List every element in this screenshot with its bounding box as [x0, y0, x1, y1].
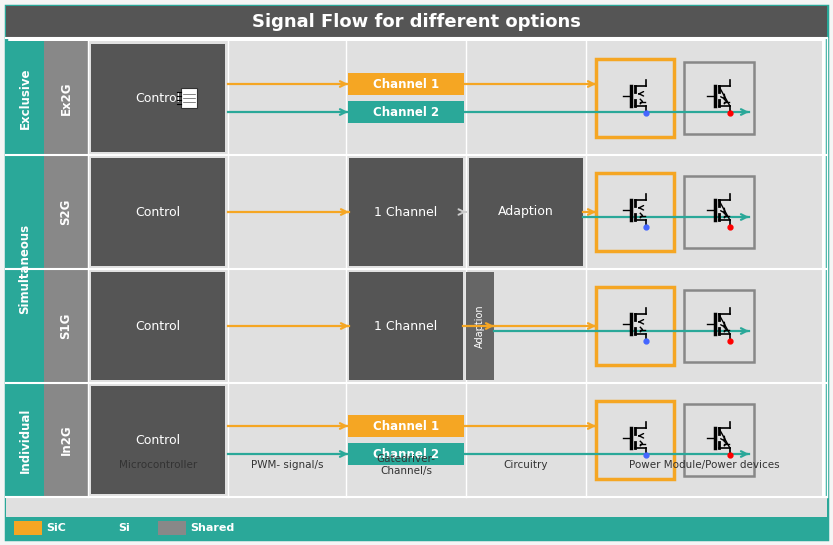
Text: Signal Flow for different options: Signal Flow for different options	[252, 13, 581, 31]
Bar	[91, 158, 225, 266]
Bar	[469, 158, 583, 266]
Bar	[44, 155, 88, 269]
Text: Microcontroller: Microcontroller	[119, 460, 197, 470]
Bar	[349, 158, 463, 266]
Text: Gatedriver-
Channel/s: Gatedriver- Channel/s	[377, 454, 436, 476]
Bar	[684, 290, 754, 362]
Text: Adaption: Adaption	[498, 205, 554, 219]
Bar	[349, 272, 463, 380]
Text: In2G: In2G	[59, 425, 72, 455]
Bar	[6, 497, 827, 539]
Bar	[6, 6, 827, 38]
Bar	[348, 415, 464, 437]
Bar	[44, 41, 88, 155]
Bar	[684, 404, 754, 476]
Text: Simultaneous: Simultaneous	[18, 224, 32, 314]
Text: Channel 2: Channel 2	[373, 106, 439, 118]
Bar	[91, 44, 225, 152]
Text: Exclusive: Exclusive	[18, 67, 32, 129]
Text: S2G: S2G	[59, 199, 72, 225]
Text: Circuitry: Circuitry	[504, 460, 548, 470]
Text: Control: Control	[136, 92, 181, 105]
Text: PWM- signal/s: PWM- signal/s	[251, 460, 323, 470]
Text: Ex2G: Ex2G	[59, 81, 72, 115]
Bar	[348, 101, 464, 123]
Text: Channel 1: Channel 1	[373, 77, 439, 90]
Bar	[596, 401, 674, 479]
Bar	[14, 521, 42, 535]
Text: Control: Control	[136, 433, 181, 446]
Bar	[466, 272, 494, 380]
Bar	[6, 517, 827, 539]
Bar	[181, 88, 197, 108]
Bar	[684, 176, 754, 248]
Bar	[684, 62, 754, 134]
Bar	[348, 73, 464, 95]
Bar	[88, 41, 822, 155]
Bar	[596, 59, 674, 137]
Text: Control: Control	[136, 205, 181, 219]
Text: SiC: SiC	[46, 523, 66, 533]
Bar	[44, 383, 88, 497]
Bar	[44, 269, 88, 383]
Bar	[6, 383, 44, 497]
Bar	[88, 383, 822, 497]
Text: Channel 2: Channel 2	[373, 447, 439, 461]
Text: Control: Control	[136, 319, 181, 332]
Bar	[6, 155, 44, 383]
Bar	[91, 272, 225, 380]
Bar	[158, 521, 186, 535]
Bar	[86, 521, 114, 535]
Text: Adaption: Adaption	[475, 304, 485, 348]
Text: 1 Channel: 1 Channel	[374, 205, 437, 219]
Text: Si: Si	[118, 523, 130, 533]
Bar	[88, 155, 822, 269]
Bar	[596, 173, 674, 251]
Bar	[596, 287, 674, 365]
Text: Individual: Individual	[18, 407, 32, 473]
Bar	[6, 41, 44, 155]
Bar	[348, 443, 464, 465]
Text: 1 Channel: 1 Channel	[374, 319, 437, 332]
Text: Channel 1: Channel 1	[373, 420, 439, 433]
Text: S1G: S1G	[59, 313, 72, 339]
Bar	[88, 269, 822, 383]
Text: Power Module/Power devices: Power Module/Power devices	[629, 460, 780, 470]
Bar	[91, 386, 225, 494]
Text: Shared: Shared	[190, 523, 234, 533]
